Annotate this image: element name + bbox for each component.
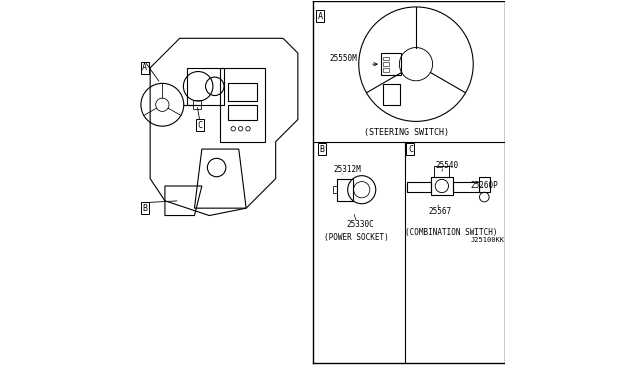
Bar bbox=[479, 177, 490, 192]
Bar bbox=[431, 177, 453, 195]
Bar bbox=[435, 166, 449, 177]
Bar bbox=[193, 100, 201, 109]
Text: (POWER SOCKET): (POWER SOCKET) bbox=[324, 233, 388, 242]
Text: (COMBINATION SWITCH): (COMBINATION SWITCH) bbox=[405, 228, 497, 237]
Text: C: C bbox=[408, 145, 413, 154]
Text: A: A bbox=[142, 63, 147, 72]
Bar bbox=[333, 186, 337, 193]
Text: 25550M: 25550M bbox=[329, 54, 357, 63]
Bar bbox=[381, 53, 401, 75]
Text: 25330C: 25330C bbox=[347, 220, 374, 229]
Text: 25540: 25540 bbox=[436, 161, 459, 170]
Bar bbox=[383, 84, 401, 105]
Bar bbox=[383, 62, 389, 66]
Text: B: B bbox=[319, 145, 324, 154]
Text: 25312M: 25312M bbox=[334, 165, 362, 174]
Bar bbox=[383, 68, 389, 71]
Text: C: C bbox=[198, 121, 202, 129]
Bar bbox=[337, 179, 353, 201]
Text: 25567: 25567 bbox=[429, 207, 452, 217]
Text: A: A bbox=[317, 12, 323, 21]
Text: B: B bbox=[142, 203, 147, 213]
Text: J25100KK: J25100KK bbox=[471, 237, 505, 243]
Bar bbox=[383, 57, 389, 61]
Bar bbox=[453, 182, 479, 192]
Text: 25260P: 25260P bbox=[470, 182, 498, 190]
Text: (STEERING SWITCH): (STEERING SWITCH) bbox=[364, 128, 449, 137]
Bar bbox=[407, 182, 431, 192]
